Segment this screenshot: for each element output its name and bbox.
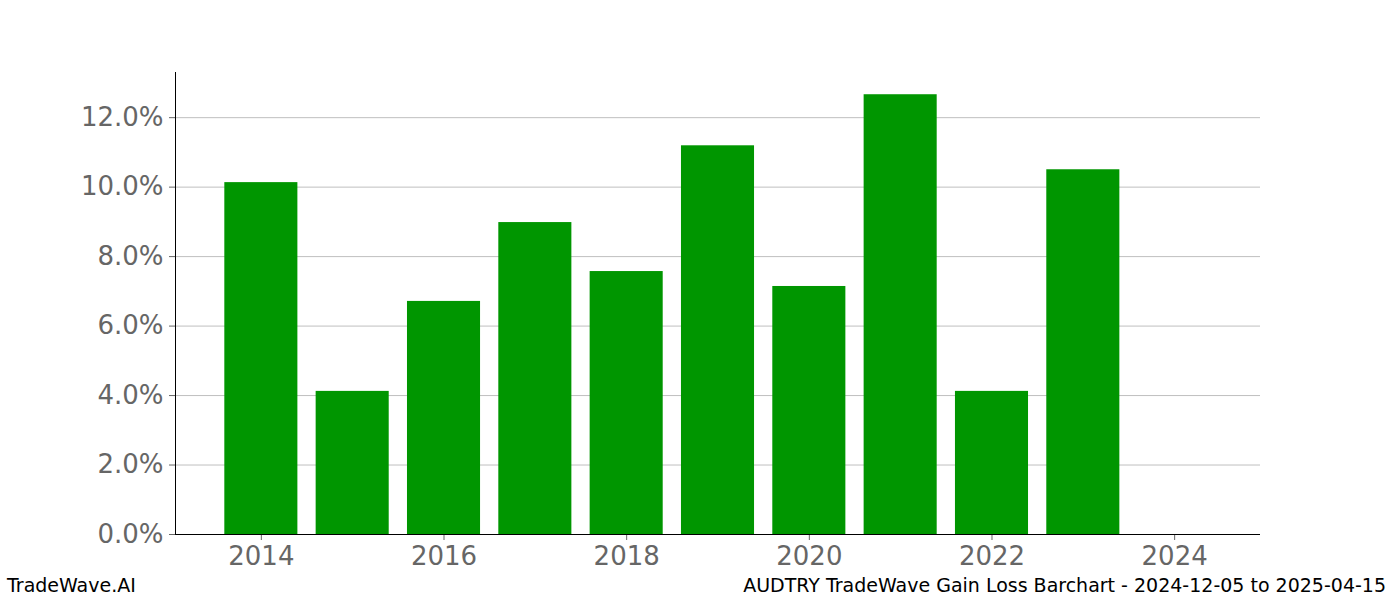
svg-text:2014: 2014 xyxy=(228,541,294,571)
html-text:TradeWave.AI: TradeWave.AI xyxy=(7,574,136,596)
svg-text:2020: 2020 xyxy=(776,541,842,571)
svg-text:2024: 2024 xyxy=(1142,541,1208,571)
svg-text:6.0%: 6.0% xyxy=(97,310,163,340)
svg-text:0.0%: 0.0% xyxy=(97,519,163,549)
svg-text:2016: 2016 xyxy=(411,541,477,571)
svg-text:8.0%: 8.0% xyxy=(97,241,163,271)
svg-text:2018: 2018 xyxy=(594,541,660,571)
svg-text:4.0%: 4.0% xyxy=(97,380,163,410)
svg-text:2022: 2022 xyxy=(959,541,1025,571)
svg-text:10.0%: 10.0% xyxy=(81,171,164,201)
svg-text:12.0%: 12.0% xyxy=(81,102,164,132)
html-text:AUDTRY TradeWave Gain Loss Bar: AUDTRY TradeWave Gain Loss Barchart - 20… xyxy=(743,574,1386,596)
svg-text:2.0%: 2.0% xyxy=(97,449,163,479)
